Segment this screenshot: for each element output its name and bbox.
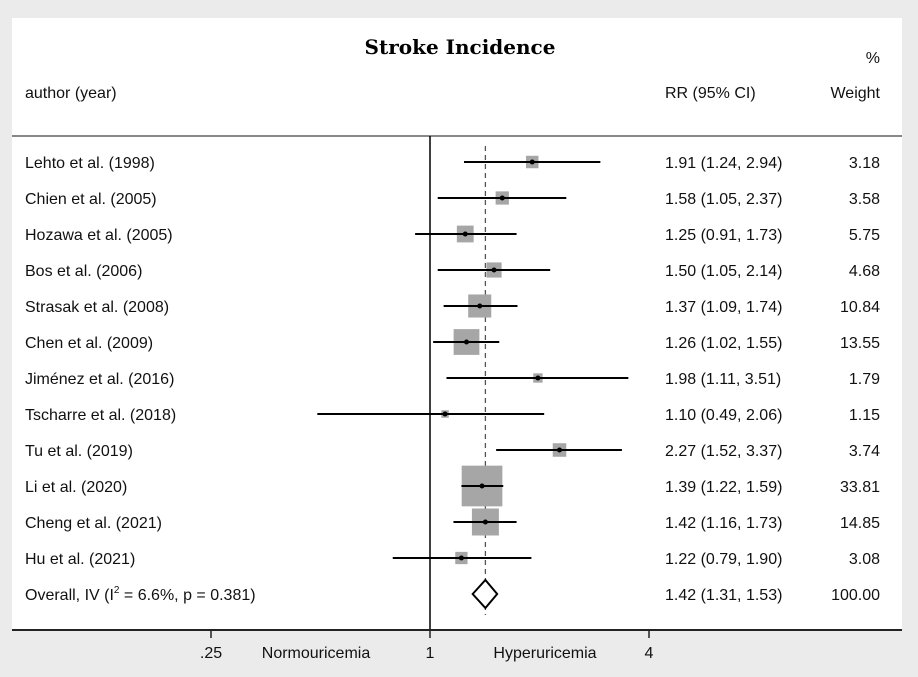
study-weight: 3.58 bbox=[849, 191, 880, 208]
study-label: Tu et al. (2019) bbox=[25, 443, 133, 460]
point-estimate bbox=[491, 267, 497, 273]
header-study: author (year) bbox=[25, 85, 117, 102]
point-estimate bbox=[458, 555, 464, 561]
study-weight: 10.84 bbox=[840, 299, 880, 316]
plot-panel bbox=[12, 18, 902, 630]
study-label: Tscharre et al. (2018) bbox=[25, 407, 176, 424]
study-weight: 4.68 bbox=[849, 263, 880, 280]
study-weight: 14.85 bbox=[840, 515, 880, 532]
study-ci: 1.98 (1.11, 3.51) bbox=[665, 371, 781, 388]
study-label: Strasak et al. (2008) bbox=[25, 299, 169, 316]
study-ci: 1.39 (1.22, 1.59) bbox=[665, 479, 782, 496]
point-estimate bbox=[482, 519, 488, 525]
study-weight: 1.79 bbox=[849, 371, 880, 388]
study-ci: 1.42 (1.16, 1.73) bbox=[665, 515, 782, 532]
chart-title: Stroke Incidence bbox=[365, 35, 556, 59]
study-ci: 1.26 (1.02, 1.55) bbox=[665, 335, 782, 352]
study-weight: 1.15 bbox=[849, 407, 880, 424]
overall-weight: 100.00 bbox=[831, 587, 880, 604]
header-effect: RR (95% CI) bbox=[665, 85, 756, 102]
point-estimate bbox=[499, 195, 505, 201]
overall-ci: 1.42 (1.31, 1.53) bbox=[665, 587, 782, 604]
overall-label: Overall, IV (I2 = 6.6%, p = 0.381) bbox=[25, 585, 256, 604]
overall-label-part: = 6.6%, p = 0.381) bbox=[119, 587, 255, 604]
study-weight: 3.08 bbox=[849, 551, 880, 568]
study-ci: 1.10 (0.49, 2.06) bbox=[665, 407, 782, 424]
study-label: Chien et al. (2005) bbox=[25, 191, 157, 208]
x-tick-label: 4 bbox=[645, 645, 654, 662]
x-tick-label: 1 bbox=[426, 645, 435, 662]
study-label: Lehto et al. (1998) bbox=[25, 155, 155, 172]
i-squared-superscript: 2 bbox=[114, 585, 120, 596]
study-ci: 1.25 (0.91, 1.73) bbox=[665, 227, 782, 244]
study-label: Jiménez et al. (2016) bbox=[25, 371, 174, 388]
study-label: Chen et al. (2009) bbox=[25, 335, 153, 352]
study-ci: 2.27 (1.52, 3.37) bbox=[665, 443, 782, 460]
study-weight: 13.55 bbox=[840, 335, 880, 352]
point-estimate bbox=[479, 483, 485, 489]
study-ci: 1.91 (1.24, 2.94) bbox=[665, 155, 782, 172]
x-label-left: Normouricemia bbox=[262, 645, 371, 662]
study-weight: 3.74 bbox=[849, 443, 880, 460]
study-label: Bos et al. (2006) bbox=[25, 263, 142, 280]
study-weight: 3.18 bbox=[849, 155, 880, 172]
point-estimate bbox=[462, 231, 468, 237]
header-weight-top: % bbox=[866, 50, 880, 67]
overall-label-part: Overall, IV (I bbox=[25, 587, 114, 604]
study-label: Li et al. (2020) bbox=[25, 479, 127, 496]
point-estimate bbox=[442, 411, 448, 417]
header-weight: Weight bbox=[830, 85, 880, 102]
study-ci: 1.22 (0.79, 1.90) bbox=[665, 551, 782, 568]
study-label: Cheng et al. (2021) bbox=[25, 515, 162, 532]
study-weight: 33.81 bbox=[840, 479, 880, 496]
study-ci: 1.50 (1.05, 2.14) bbox=[665, 263, 782, 280]
point-estimate bbox=[477, 303, 483, 309]
x-label-right: Hyperuricemia bbox=[493, 645, 596, 662]
study-ci: 1.58 (1.05, 2.37) bbox=[665, 191, 782, 208]
study-label: Hu et al. (2021) bbox=[25, 551, 135, 568]
study-label: Hozawa et al. (2005) bbox=[25, 227, 173, 244]
x-tick-label: .25 bbox=[200, 645, 222, 662]
point-estimate bbox=[535, 375, 541, 381]
point-estimate bbox=[557, 447, 563, 453]
study-ci: 1.37 (1.09, 1.74) bbox=[665, 299, 782, 316]
point-estimate bbox=[529, 159, 535, 165]
study-weight: 5.75 bbox=[849, 227, 880, 244]
point-estimate bbox=[464, 339, 470, 345]
overall-diamond bbox=[471, 578, 499, 610]
